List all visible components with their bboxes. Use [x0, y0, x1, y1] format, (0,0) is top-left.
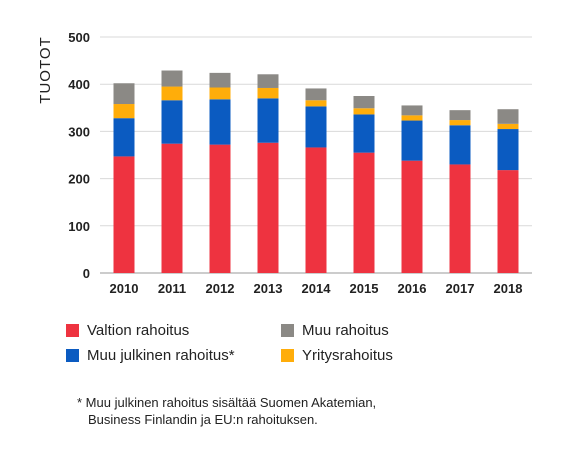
legend-swatch-muu-rahoitus — [281, 324, 294, 337]
footnote-line-2: Business Finlandin ja EU:n rahoituksen. — [88, 412, 318, 427]
bar-segment — [113, 118, 135, 157]
y-tick-label: 300 — [68, 124, 90, 139]
y-axis-label: TUOTOT — [37, 36, 54, 103]
y-tick-label: 100 — [68, 219, 90, 234]
y-tick-label: 500 — [68, 30, 90, 45]
x-tick-label: 2018 — [494, 281, 523, 296]
x-tick-label: 2014 — [302, 281, 332, 296]
bar-segment — [497, 170, 519, 273]
bar-segment — [209, 72, 231, 88]
bar-segment — [401, 160, 423, 273]
legend-item-muu-julkinen-rahoitus: Muu julkinen rahoitus* — [66, 347, 235, 364]
bar-segment — [353, 114, 375, 153]
x-tick-label: 2013 — [254, 281, 283, 296]
bar-segment — [497, 129, 519, 171]
bar-segment — [161, 86, 183, 101]
legend-label-muu-julkinen-rahoitus: Muu julkinen rahoitus* — [87, 347, 235, 364]
bar-segment — [257, 87, 279, 99]
legend-swatch-valtion-rahoitus — [66, 324, 79, 337]
bar-segment — [305, 147, 327, 273]
bar-segment — [209, 87, 231, 100]
bar-segment — [257, 98, 279, 143]
y-tick-label: 0 — [83, 266, 90, 281]
x-tick-label: 2010 — [110, 281, 139, 296]
bar-segment — [305, 88, 327, 101]
bar-segment — [113, 83, 135, 105]
footnote-line-1: * Muu julkinen rahoitus sisältää Suomen … — [77, 395, 377, 410]
bar-segment — [161, 143, 183, 273]
bar-segment — [353, 108, 375, 115]
bars — [113, 70, 519, 273]
bar-segment — [257, 142, 279, 273]
legend-label-muu-rahoitus: Muu rahoitus — [302, 322, 389, 339]
bar-segment — [353, 152, 375, 273]
legend-label-valtion-rahoitus: Valtion rahoitus — [87, 322, 190, 339]
bar-segment — [401, 115, 423, 121]
bar-segment — [449, 110, 471, 121]
y-tick-label: 200 — [68, 172, 90, 187]
bar-segment — [257, 74, 279, 88]
bar-segment — [497, 109, 519, 124]
legend-item-muu-rahoitus: Muu rahoitus — [281, 322, 389, 339]
x-tick-label: 2011 — [158, 281, 186, 296]
bar-segment — [449, 125, 471, 165]
legend-swatch-yritysrahoitus — [281, 349, 294, 362]
y-tick-label: 400 — [68, 77, 90, 92]
bar-segment — [305, 100, 327, 107]
bar-segment — [113, 104, 135, 119]
x-tick-label: 2016 — [398, 281, 427, 296]
legend-item-yritysrahoitus: Yritysrahoitus — [281, 347, 393, 364]
x-tick-label: 2015 — [350, 281, 379, 296]
bar-segment — [209, 144, 231, 273]
legend-swatch-muu-julkinen-rahoitus — [66, 349, 79, 362]
legend-item-valtion-rahoitus: Valtion rahoitus — [66, 322, 189, 339]
bar-segment — [449, 164, 471, 273]
axis-labels: 0 100 200 300 400 500 2010 2011 2012 2013 2014 2015… — [68, 30, 522, 296]
legend-label-yritysrahoitus: Yritysrahoitus — [302, 347, 393, 364]
bar-segment — [497, 123, 519, 130]
bar-segment — [113, 156, 135, 273]
bar-segment — [353, 96, 375, 109]
bar-segment — [449, 120, 471, 126]
footnote: * Muu julkinen rahoitus sisältää Suomen … — [77, 394, 376, 428]
bar-segment — [305, 106, 327, 148]
bar-segment — [161, 70, 183, 87]
x-tick-label: 2012 — [206, 281, 235, 296]
bar-segment — [209, 99, 231, 145]
bar-segment — [401, 105, 423, 116]
bar-segment — [401, 120, 423, 161]
x-tick-label: 2017 — [446, 281, 475, 296]
bar-segment — [161, 100, 183, 144]
